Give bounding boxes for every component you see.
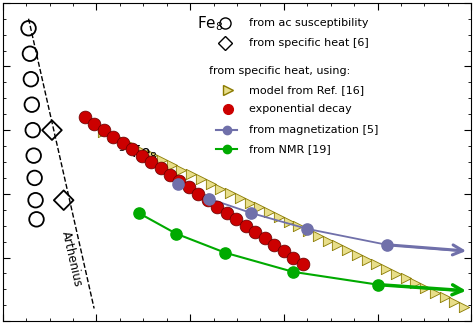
Point xyxy=(441,295,448,300)
Point xyxy=(255,205,263,210)
Point xyxy=(158,157,166,163)
Point xyxy=(247,210,255,215)
Point xyxy=(205,196,213,201)
Point xyxy=(374,282,381,287)
Point xyxy=(373,262,380,267)
Text: $^{57}$Fe$_8$: $^{57}$Fe$_8$ xyxy=(118,142,157,163)
Point xyxy=(334,243,341,248)
Point xyxy=(32,198,39,203)
Point xyxy=(147,159,155,165)
Point xyxy=(402,276,410,281)
Point xyxy=(383,266,390,272)
Point xyxy=(270,242,278,248)
Point xyxy=(285,219,292,224)
Point xyxy=(157,166,164,171)
Point xyxy=(451,300,458,305)
Point xyxy=(265,210,273,215)
Point xyxy=(195,191,202,196)
Point xyxy=(344,248,351,253)
Point xyxy=(30,153,37,158)
Point xyxy=(139,148,146,153)
Point xyxy=(299,261,306,267)
Point xyxy=(166,172,174,177)
Point xyxy=(187,172,195,177)
Point xyxy=(109,134,117,139)
Point xyxy=(392,271,400,276)
Point xyxy=(27,76,35,82)
Point xyxy=(185,185,193,190)
Point xyxy=(178,167,185,172)
Point xyxy=(31,175,38,180)
Point xyxy=(25,26,32,31)
Point xyxy=(28,102,36,107)
Point xyxy=(223,210,231,215)
Point xyxy=(135,210,142,215)
Point xyxy=(197,177,205,182)
Text: Fe$_8$: Fe$_8$ xyxy=(197,14,224,33)
Point xyxy=(91,121,98,126)
Point xyxy=(383,242,391,248)
Point xyxy=(33,217,40,222)
Text: from ac susceptibility: from ac susceptibility xyxy=(242,18,368,29)
Point xyxy=(275,214,283,220)
Point xyxy=(204,198,212,203)
Point xyxy=(251,229,259,235)
Point xyxy=(236,195,244,201)
Point xyxy=(314,233,322,238)
Text: from specific heat, using:: from specific heat, using: xyxy=(209,66,350,76)
Text: exponential decay: exponential decay xyxy=(242,104,351,114)
Point xyxy=(431,290,439,295)
Text: model from Ref. [16]: model from Ref. [16] xyxy=(242,85,364,95)
Text: from NMR [19]: from NMR [19] xyxy=(242,144,330,154)
Point xyxy=(363,257,371,262)
Point xyxy=(174,182,182,187)
Point xyxy=(242,223,249,228)
Point xyxy=(227,191,234,196)
Point xyxy=(173,231,180,236)
Point xyxy=(119,139,127,144)
Point xyxy=(214,204,221,209)
Point xyxy=(81,115,89,120)
Point xyxy=(26,51,34,56)
Point xyxy=(29,128,36,133)
Point xyxy=(207,181,215,186)
Point xyxy=(303,226,311,231)
Point xyxy=(221,250,229,255)
Point xyxy=(138,153,146,158)
Point xyxy=(353,252,361,257)
Point xyxy=(100,128,108,133)
Point xyxy=(421,285,429,291)
Text: Arthenius: Arthenius xyxy=(59,230,85,288)
Point xyxy=(48,128,56,133)
Point xyxy=(148,153,156,158)
Point xyxy=(280,249,287,254)
Point xyxy=(411,281,419,286)
Point xyxy=(119,140,127,145)
Point xyxy=(129,143,137,148)
Text: from specific heat [6]: from specific heat [6] xyxy=(242,38,368,48)
Point xyxy=(324,238,331,243)
Point xyxy=(100,129,107,134)
Point xyxy=(304,228,312,234)
Point xyxy=(246,200,254,205)
Point xyxy=(289,255,297,260)
Point xyxy=(295,224,302,229)
Point xyxy=(60,198,67,203)
Point xyxy=(109,134,117,139)
Point xyxy=(290,269,297,274)
Point xyxy=(168,162,175,168)
Point xyxy=(232,217,240,222)
Point xyxy=(128,147,136,152)
Point xyxy=(460,304,468,309)
Point xyxy=(261,236,268,241)
Point xyxy=(217,186,224,191)
Point xyxy=(176,179,183,184)
Text: from magnetization [5]: from magnetization [5] xyxy=(242,125,378,135)
